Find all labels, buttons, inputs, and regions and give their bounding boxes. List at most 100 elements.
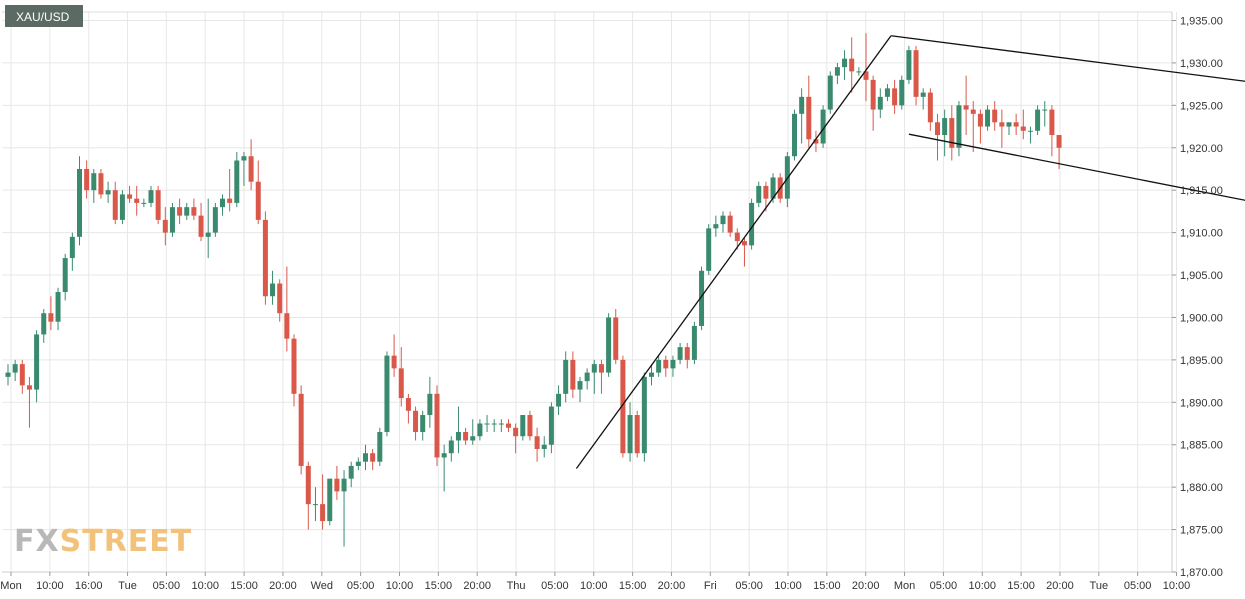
- flag-upper-line: [890, 35, 1245, 82]
- flagpole-line: [575, 35, 892, 469]
- candle-body: [563, 359, 569, 394]
- x-tick-label: 15:00: [230, 580, 258, 592]
- candle-body: [884, 88, 890, 97]
- candle: [1049, 105, 1055, 157]
- candle-body: [327, 478, 333, 522]
- candle-body: [248, 156, 254, 182]
- candle-body: [1056, 135, 1062, 148]
- candle-body: [591, 364, 597, 373]
- candle-body: [1020, 126, 1026, 131]
- candle-body: [470, 436, 476, 441]
- candle-body: [119, 194, 125, 220]
- candle: [434, 385, 440, 466]
- y-tick-label: 1,915.00: [1180, 185, 1223, 197]
- candle-body: [820, 109, 826, 144]
- candle: [491, 419, 497, 432]
- candle: [606, 313, 612, 377]
- candle: [684, 342, 690, 369]
- candle-body: [534, 436, 540, 449]
- candle: [527, 410, 533, 441]
- candle: [284, 266, 290, 352]
- candle-body: [69, 236, 75, 259]
- x-tick-label: 15:00: [619, 580, 647, 592]
- candle: [384, 351, 390, 437]
- candle: [1042, 101, 1048, 127]
- candle-body: [720, 215, 726, 225]
- candle: [5, 364, 11, 386]
- candle: [963, 75, 969, 136]
- x-tick-label: Fri: [704, 580, 717, 592]
- candle: [634, 410, 640, 458]
- candle-body: [41, 313, 47, 335]
- candle: [927, 88, 933, 131]
- candle-body: [227, 198, 233, 203]
- candle-body: [134, 198, 140, 203]
- candle: [727, 211, 733, 237]
- candle-body: [520, 415, 526, 437]
- flag-lower-line: [908, 133, 1245, 201]
- candle-body: [277, 283, 283, 314]
- candle-body: [298, 393, 304, 466]
- candle: [513, 423, 519, 454]
- candle-body: [899, 79, 905, 106]
- candle: [806, 75, 812, 148]
- candle: [534, 427, 540, 462]
- candle-body: [177, 207, 183, 216]
- x-tick-label: 10:00: [191, 580, 219, 592]
- candle: [1027, 126, 1033, 144]
- candle-body: [5, 372, 11, 377]
- candle-body: [220, 198, 225, 208]
- candle-body: [434, 393, 440, 458]
- candle-body: [305, 465, 311, 505]
- candle-body: [913, 50, 919, 97]
- candle-body: [749, 202, 755, 246]
- candle: [813, 130, 819, 152]
- candle: [749, 198, 755, 250]
- candle-body: [413, 410, 419, 432]
- candle: [413, 406, 419, 441]
- candle: [112, 181, 118, 225]
- candle: [570, 351, 576, 399]
- candle: [455, 406, 461, 454]
- candle-body: [827, 75, 833, 110]
- x-tick-label: Mon: [894, 580, 915, 592]
- candle-body: [348, 465, 354, 479]
- y-tick-label: 1,890.00: [1180, 397, 1223, 409]
- y-tick-label: 1,920.00: [1180, 143, 1223, 155]
- candle-body: [656, 359, 662, 373]
- candle-body: [262, 219, 268, 297]
- candle: [420, 410, 426, 441]
- candle: [441, 444, 447, 492]
- x-tick-label: 20:00: [1046, 580, 1074, 592]
- candle-body: [234, 160, 240, 203]
- candle-body: [627, 415, 633, 454]
- candle: [756, 181, 762, 208]
- candle-body: [155, 190, 161, 220]
- candle-body: [920, 92, 926, 97]
- x-tick-label: 15:00: [813, 580, 841, 592]
- candle: [169, 202, 175, 237]
- candle-body: [169, 207, 175, 233]
- candle-body: [970, 109, 976, 114]
- x-tick-label: 20:00: [658, 580, 686, 592]
- candle: [26, 376, 32, 428]
- candle-body: [355, 461, 361, 466]
- flag-pattern: [575, 35, 1245, 469]
- candle: [298, 385, 304, 475]
- candle-body: [734, 232, 740, 242]
- candle-body: [977, 113, 983, 127]
- candle: [977, 109, 983, 144]
- candle-body: [834, 67, 840, 76]
- candle: [348, 461, 354, 488]
- candle-body: [849, 58, 855, 72]
- candle-body: [770, 177, 776, 199]
- candle-body: [241, 156, 247, 161]
- candle: [91, 168, 97, 203]
- candle-body: [985, 109, 991, 127]
- y-tick-label: 1,905.00: [1180, 270, 1223, 282]
- candle-body: [706, 228, 712, 271]
- fxstreet-watermark: FXSTREET: [14, 524, 191, 559]
- candle: [906, 45, 912, 85]
- x-tick-label: Tue: [1090, 580, 1109, 592]
